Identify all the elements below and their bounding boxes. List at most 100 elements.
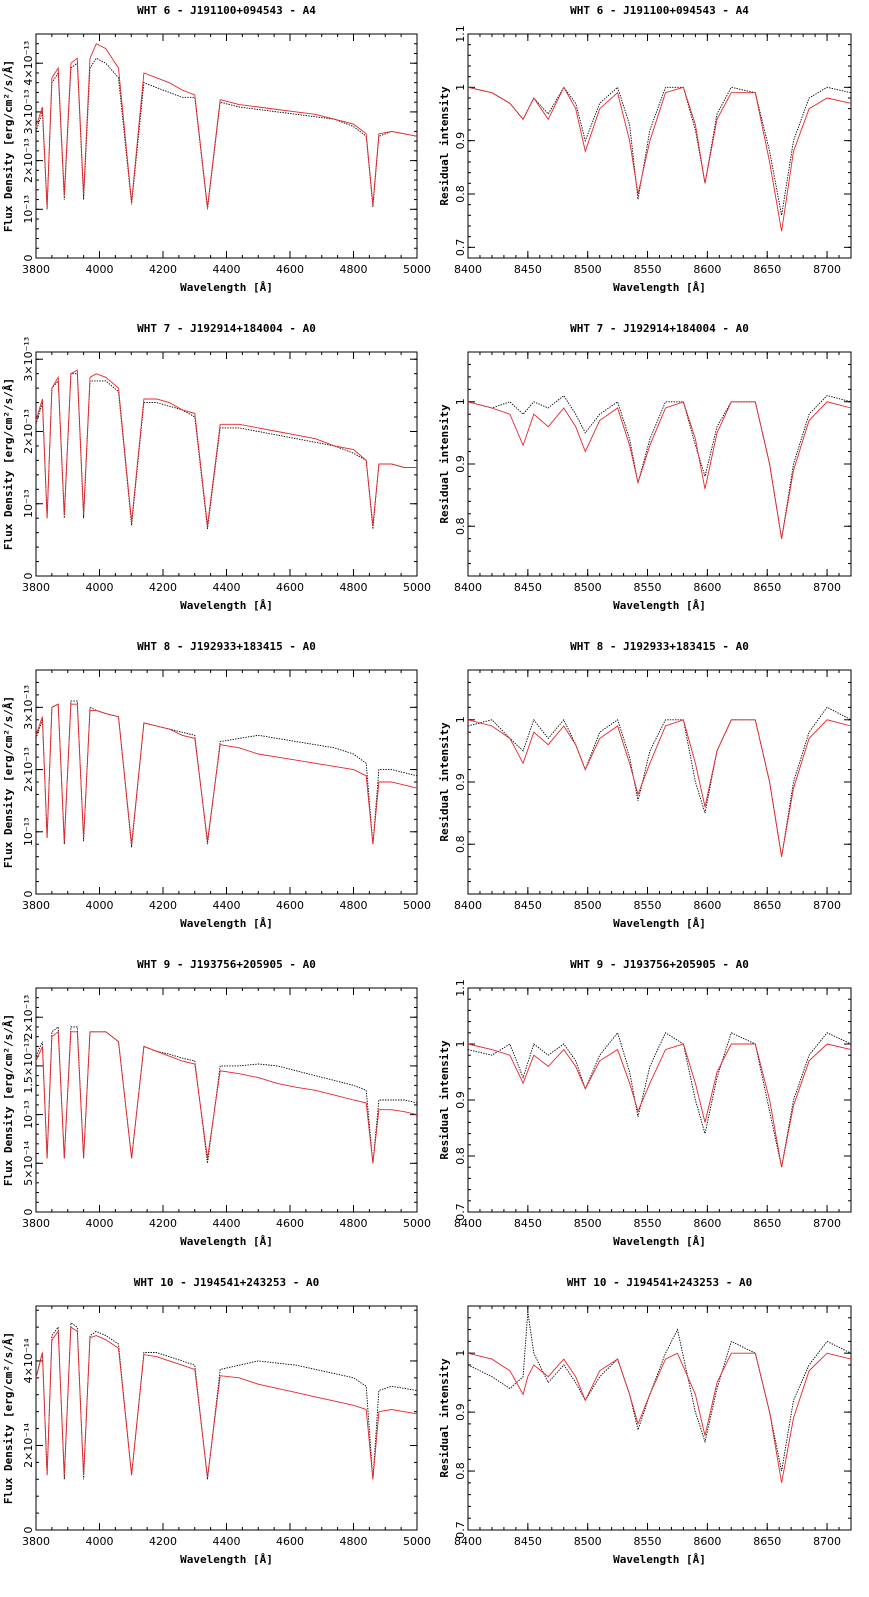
y-axis-label: Flux Density [erg/cm²/s/Å] [2,60,15,232]
y-tick-label: 0 [22,1209,35,1216]
observed-spectrum-line [35,57,418,210]
x-tick-label: 8700 [813,263,841,276]
x-tick-label: 8700 [813,1535,841,1548]
chart-panel-wht7-flux: WHT 7 - J192914+184004 - A0 3800 4000 4200 4… [2,322,431,612]
x-axis-label: Wavelength [Å] [613,1235,706,1248]
x-axis-label: Wavelength [Å] [180,1235,273,1248]
x-tick-label: 8400 [454,581,482,594]
x-tick-label: 4000 [86,263,114,276]
x-tick-label: 4600 [276,1217,304,1230]
y-tick-label: 0.9 [454,132,467,150]
y-tick-label: 10⁻¹³ [22,195,35,224]
model-spectrum-line [35,369,417,526]
y-axis-label: Residual intensity [438,1040,451,1160]
model-spectrum-line [35,43,418,207]
x-tick-label: 8650 [753,263,781,276]
x-tick-label: 8400 [454,263,482,276]
plot-frame [467,33,852,259]
x-tick-label: 8700 [813,899,841,912]
x-tick-label: 8450 [514,1535,542,1548]
x-axis-label: Wavelength [Å] [613,917,706,930]
y-axis-label: Flux Density [erg/cm²/s/Å] [2,1014,15,1186]
observed-spectrum-line [467,86,852,216]
model-spectrum-line [35,1326,418,1480]
y-tick-label: 1.5×10⁻¹³ [22,1038,35,1093]
x-tick-label: 4000 [86,1217,114,1230]
y-axis-label: Flux Density [erg/cm²/s/Å] [2,1332,15,1504]
x-tick-label: 4400 [213,263,241,276]
y-tick-label: 0.8 [454,185,467,203]
x-tick-label: 3800 [22,899,50,912]
x-axis-label: Wavelength [Å] [180,917,273,930]
observed-spectrum-line [467,1031,852,1168]
chart-title: WHT 10 - J194541+243253 - A0 [134,1276,319,1289]
y-tick-label: 0 [22,255,35,262]
x-tick-label: 8400 [454,899,482,912]
x-tick-label: 5000 [403,1217,431,1230]
x-tick-label: 4600 [276,1535,304,1548]
observed-spectrum-line [35,700,418,848]
y-axis-label: Residual intensity [438,722,451,842]
x-tick-label: 8550 [634,581,662,594]
x-tick-label: 8450 [514,263,542,276]
chart-title: WHT 8 - J192933+183415 - A0 [137,640,316,653]
x-tick-label: 8500 [574,1535,602,1548]
y-tick-label: 0.8 [454,517,467,535]
chart-panel-wht9-flux: WHT 9 - J193756+205905 - A0 3800 4000 4200 4… [2,958,431,1248]
x-tick-label: 8600 [693,581,721,594]
y-axis-label: Residual intensity [438,404,451,524]
chart-title: WHT 6 - J191100+094543 - A4 [137,4,316,17]
chart-panel-wht6-cat: WHT 6 - J191100+094543 - A4 8400 8450 8500 8… [438,4,852,294]
x-tick-label: 5000 [403,1535,431,1548]
x-tick-label: 8650 [753,1535,781,1548]
y-tick-label: 0.8 [454,1462,467,1480]
observed-spectrum-line [35,373,417,530]
x-axis-label: Wavelength [Å] [180,599,273,612]
x-tick-label: 8600 [693,899,721,912]
x-tick-label: 8650 [753,581,781,594]
model-spectrum-line [467,719,852,857]
x-tick-label: 3800 [22,581,50,594]
chart-panel-wht8-cat: WHT 8 - J192933+183415 - A0 8400 8450 8500 8… [438,640,852,930]
x-tick-label: 8500 [574,581,602,594]
chart-title: WHT 10 - J194541+243253 - A0 [567,1276,752,1289]
x-tick-label: 8500 [574,1217,602,1230]
chart-panel-wht8-flux: WHT 8 - J192933+183415 - A0 3800 4000 4200 4… [2,640,431,930]
chart-title: WHT 9 - J193756+205905 - A0 [137,958,316,971]
x-tick-label: 4800 [340,263,368,276]
chart-panel-wht6-flux: WHT 6 - J191100+094543 - A4 3800 4000 4200 4… [2,4,431,294]
x-tick-label: 8450 [514,581,542,594]
model-spectrum-line [467,1043,852,1168]
y-tick-label: 0.7 [454,1203,467,1221]
x-tick-label: 3800 [22,263,50,276]
model-spectrum-line [35,1030,418,1164]
y-tick-label: 1 [454,1041,467,1048]
x-tick-label: 5000 [403,581,431,594]
plot-frame [467,669,852,895]
x-tick-label: 8450 [514,899,542,912]
chart-title: WHT 6 - J191100+094543 - A4 [570,4,749,17]
x-tick-label: 3800 [22,1217,50,1230]
observed-spectrum-line [35,1026,418,1164]
y-tick-label: 4×10⁻¹⁴ [22,1338,35,1383]
x-tick-label: 4800 [340,1217,368,1230]
x-tick-label: 4200 [149,1535,177,1548]
plot-frame [35,33,418,259]
x-tick-label: 4400 [213,581,241,594]
y-tick-label: 2×10⁻¹³ [22,747,35,792]
plot-frame [35,669,418,895]
x-axis-label: Wavelength [Å] [180,1553,273,1566]
y-tick-label: 0.8 [454,835,467,853]
chart-title: WHT 9 - J193756+205905 - A0 [570,958,749,971]
x-tick-label: 4400 [213,1535,241,1548]
y-tick-label: 0 [22,1527,35,1534]
y-axis-label: Flux Density [erg/cm²/s/Å] [2,696,15,868]
y-tick-label: 1 [454,1350,467,1357]
observed-spectrum-line [467,394,852,539]
x-tick-label: 5000 [403,263,431,276]
y-tick-label: 0.9 [454,1403,467,1421]
x-tick-label: 8550 [634,899,662,912]
y-tick-label: 0.9 [454,773,467,791]
x-tick-label: 4200 [149,899,177,912]
y-tick-label: 0.8 [454,1147,467,1165]
